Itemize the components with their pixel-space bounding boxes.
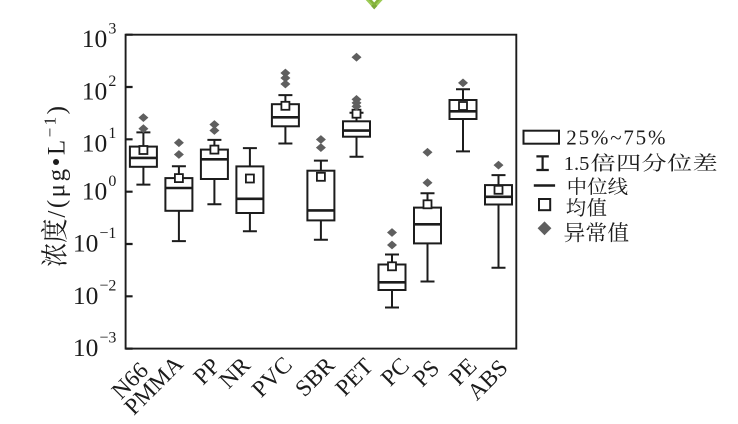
svg-text:1.5: 1.5: [564, 153, 590, 175]
svg-text:25%~75%: 25%~75%: [566, 126, 667, 150]
svg-text:10: 10: [73, 333, 99, 362]
svg-text:10: 10: [73, 281, 99, 310]
svg-text:−1: −1: [99, 225, 116, 242]
svg-text:−3: −3: [99, 330, 116, 347]
svg-text:10: 10: [82, 24, 108, 53]
svg-text:10: 10: [73, 229, 99, 258]
svg-text:1: 1: [108, 125, 116, 142]
svg-text:−2: −2: [99, 277, 116, 294]
svg-text:10: 10: [82, 76, 108, 105]
svg-text:10: 10: [82, 129, 108, 158]
svg-text:10: 10: [82, 176, 108, 205]
svg-text:0: 0: [108, 173, 116, 190]
svg-text:3: 3: [108, 21, 116, 38]
svg-text:2: 2: [108, 73, 116, 90]
